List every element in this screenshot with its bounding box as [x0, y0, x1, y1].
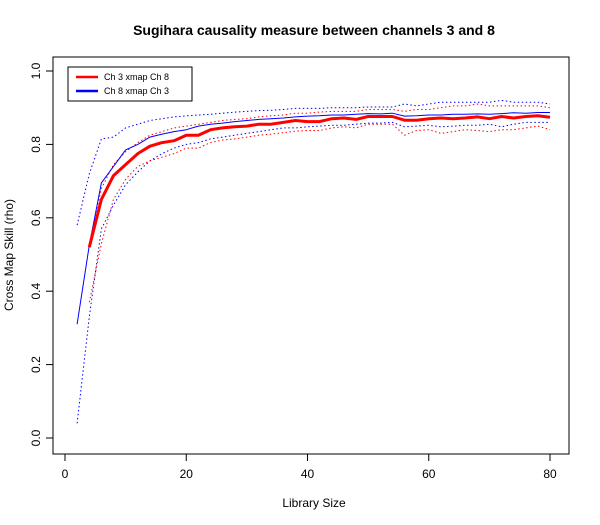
y-axis-label: Cross Map Skill (rho): [2, 199, 16, 311]
legend: Ch 3 xmap Ch 8 Ch 8 xmap Ch 3: [67, 66, 193, 102]
y-tick-label-1: 0.2: [29, 356, 43, 373]
x-tick-label-3: 60: [422, 467, 436, 481]
x-axis: 0 20 40 60 80: [62, 453, 557, 481]
y-axis: 0.0 0.2 0.4 0.6 0.8 1.0: [29, 62, 54, 446]
series-ch8-upper-bound: [76, 99, 551, 226]
chart-title: Sugihara causality measure between chann…: [133, 22, 495, 38]
x-tick-label-0: 0: [62, 467, 69, 481]
legend-label-ch3: Ch 3 xmap Ch 8: [104, 72, 169, 82]
series-ch3-line: [87, 114, 551, 248]
x-tick-label-2: 40: [301, 467, 315, 481]
y-tick-label-4: 0.8: [29, 136, 43, 153]
series-ch3-lower-bound: [88, 123, 551, 303]
series-ch8-line: [76, 112, 550, 325]
y-tick-label-5: 1.0: [29, 62, 43, 79]
y-tick-label-3: 0.6: [29, 209, 43, 226]
legend-label-ch8: Ch 8 xmap Ch 3: [104, 86, 169, 96]
series-ch3-upper-bound: [88, 103, 551, 244]
plot-frame: [52, 56, 570, 455]
y-tick-label-0: 0.0: [29, 429, 43, 446]
series-layer: [76, 99, 551, 424]
x-tick-label-1: 20: [180, 467, 194, 481]
x-axis-label: Library Size: [282, 496, 346, 510]
y-tick-label-2: 0.4: [29, 283, 43, 300]
legend-box: [67, 66, 193, 102]
x-tick-label-4: 80: [543, 467, 557, 481]
series-ch8-lower-bound: [76, 121, 550, 424]
